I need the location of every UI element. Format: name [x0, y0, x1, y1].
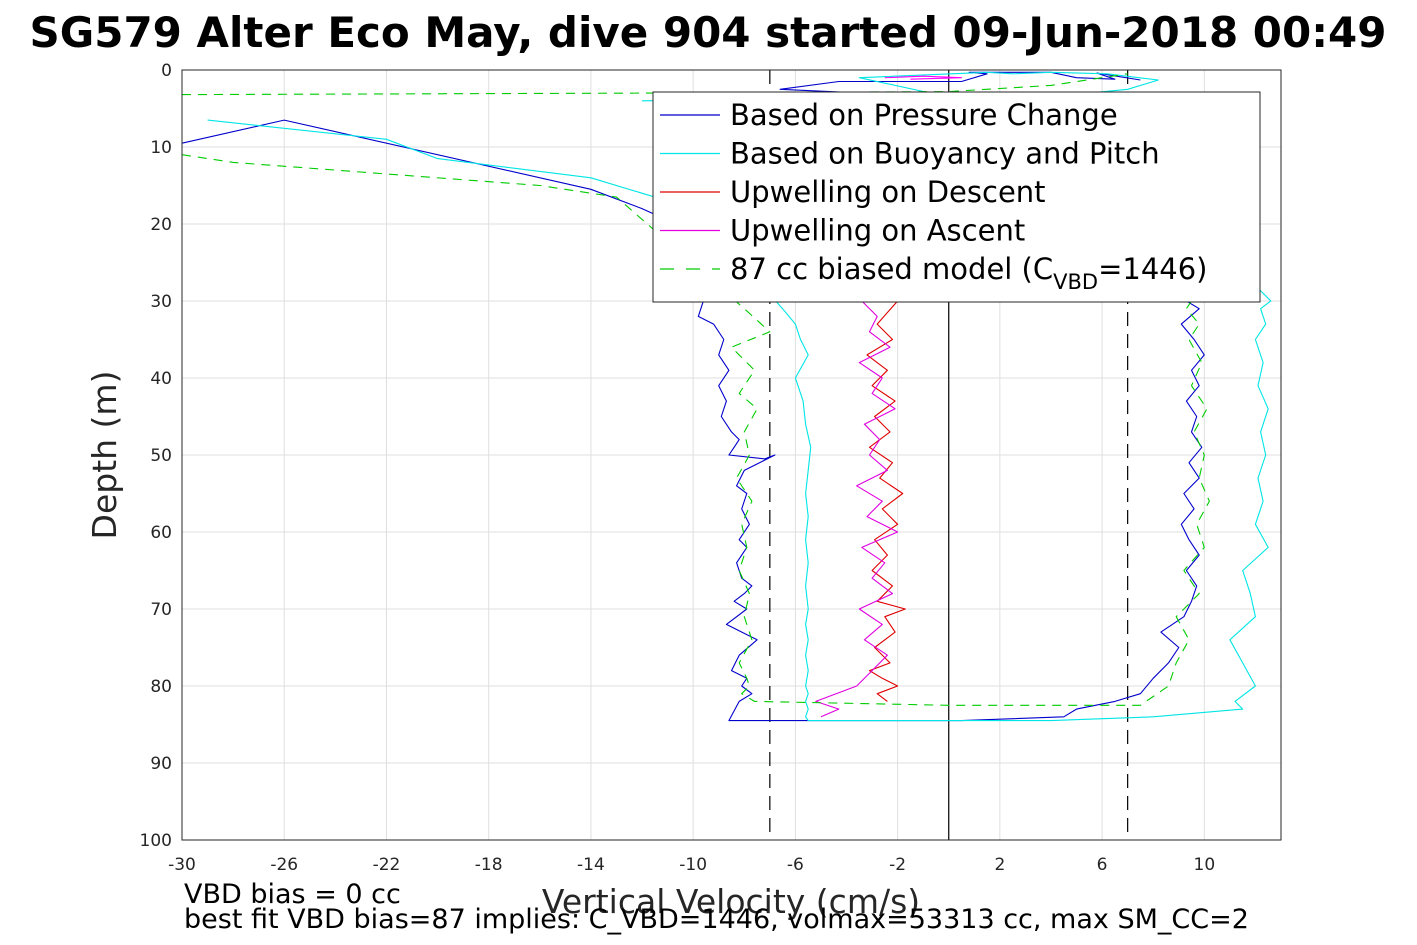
y-axis-label: Depth (m)	[85, 371, 124, 540]
x-tick-label: -14	[577, 855, 605, 875]
series-line	[181, 119, 1205, 722]
y-tick-label: 50	[150, 446, 172, 466]
x-tick-label: -18	[475, 855, 503, 875]
y-tick-label: 90	[150, 754, 172, 774]
data-series	[181, 71, 1272, 722]
y-tick-label: 60	[150, 523, 172, 543]
x-tick-label: -2	[889, 855, 906, 875]
plot-frame	[181, 69, 1282, 841]
x-tick-label: 2	[994, 855, 1005, 875]
y-tick-label: 0	[161, 61, 172, 81]
chart-title: SG579 Alter Eco May, dive 904 started 09…	[30, 8, 1387, 57]
series-line	[866, 300, 906, 702]
x-tick-label: -30	[168, 855, 196, 875]
series-line	[181, 154, 1210, 706]
vbd-bias-note: VBD bias = 0 cc	[184, 879, 401, 910]
series-line	[815, 254, 899, 718]
x-axis-label: Vertical Velocity (cm/s)	[542, 882, 920, 921]
x-tick-label: 10	[1194, 855, 1216, 875]
x-tick-label: -26	[270, 855, 298, 875]
x-tick-label: -22	[373, 855, 401, 875]
y-tick-label: 80	[150, 677, 172, 697]
legend: Based on Pressure Change Based on Buoyanc…	[652, 91, 1261, 303]
series-line	[884, 75, 963, 80]
legend-box	[652, 91, 1261, 303]
y-tick-label: 10	[150, 138, 172, 158]
legend-label-model: 87 cc biased model (CVBD=1446)	[730, 252, 1208, 294]
series-line	[641, 71, 1159, 102]
y-tick-label: 40	[150, 369, 172, 389]
x-tick-labels: -30 -26 -22 -18 -14 -10 -6 -2 2 6 10	[168, 855, 1215, 875]
x-tick-label: -6	[787, 855, 804, 875]
y-tick-label: 20	[150, 215, 172, 235]
legend-label: Based on Pressure Change	[730, 98, 1118, 132]
legend-label: Upwelling on Ascent	[730, 214, 1025, 248]
legend-label: Upwelling on Descent	[730, 175, 1046, 209]
y-tick-label: 70	[150, 600, 172, 620]
series-line	[207, 119, 1272, 722]
y-tick-label: 100	[140, 831, 172, 851]
y-tick-label: 30	[150, 292, 172, 312]
best-fit-note: best fit VBD bias=87 implies: C_VBD=1446…	[184, 904, 1249, 935]
x-tick-label: 6	[1097, 855, 1108, 875]
y-tick-labels: 0 10 20 30 40 50 60 70 80 90 100	[140, 61, 172, 851]
series-line	[181, 73, 1128, 96]
x-tick-label: -10	[679, 855, 707, 875]
legend-label: Based on Buoyancy and Pitch	[730, 137, 1160, 171]
